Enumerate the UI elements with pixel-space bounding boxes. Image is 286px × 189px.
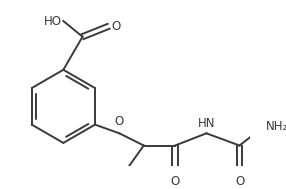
Text: O: O	[170, 175, 180, 188]
Text: O: O	[235, 175, 244, 188]
Text: HN: HN	[198, 117, 215, 130]
Text: O: O	[115, 115, 124, 128]
Text: HO: HO	[44, 15, 61, 28]
Text: NH₂: NH₂	[266, 120, 286, 133]
Text: O: O	[111, 20, 120, 33]
